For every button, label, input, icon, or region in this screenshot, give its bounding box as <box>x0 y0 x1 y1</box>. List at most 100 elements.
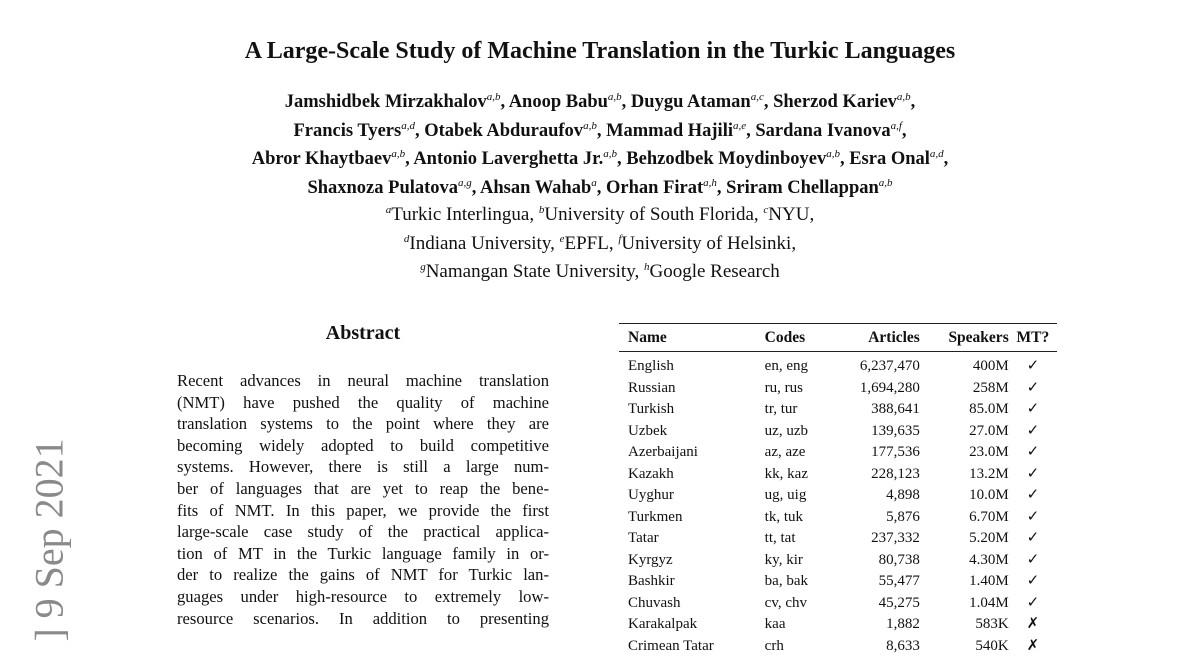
cell-articles: 388,641 <box>871 401 920 417</box>
cell-codes: cv, chv <box>764 594 808 611</box>
cell-mt: ✓ <box>1026 551 1040 568</box>
affiliation-mark: g <box>420 261 426 273</box>
affiliation-mark: d <box>403 232 410 245</box>
cell-mt: ✓ <box>1026 573 1040 589</box>
cell-mt: ✗ <box>1026 616 1040 632</box>
table-row: Tatar tt, tat 237,332 5.20M ✓ <box>619 528 1057 550</box>
table-row: Uyghur ug, uig 4,898 10.0M ✓ <box>619 485 1057 507</box>
cell-name: Uyghur <box>628 487 674 503</box>
cell-articles: 6,237,470 <box>859 358 920 374</box>
affiliation-name: University of South Florida <box>544 204 754 225</box>
cell-codes: kk, kaz <box>764 465 808 482</box>
cell-mt: ✓ <box>1026 358 1040 374</box>
abstract-line: resource scenarios. In addition to prese… <box>177 608 549 628</box>
abstract-line: ber of languages that are yet to reap th… <box>177 478 549 498</box>
cell-speakers: 10.0M <box>969 487 1009 503</box>
table-row: Uzbek uz, uzb 139,635 27.0M ✓ <box>619 421 1057 443</box>
abstract-line: translation systems to the point where t… <box>177 414 549 434</box>
header-mt: MT? <box>1016 329 1050 346</box>
author-affiliation-marks: a,h <box>703 176 717 189</box>
affiliations: aTurkic Interlingua, bUniversity of Sout… <box>0 201 1200 287</box>
affiliation-name: University of Helsinki <box>621 232 792 254</box>
table-row: Bashkir ba, bak 55,477 1.40M ✓ <box>619 571 1057 593</box>
affiliation-mark: b <box>538 204 545 216</box>
cell-speakers: 540K <box>975 637 1009 654</box>
cell-mt: ✓ <box>1026 444 1040 460</box>
cell-speakers: 85.0M <box>969 401 1009 417</box>
cell-name: Crimean Tatar <box>628 637 714 654</box>
abstract-line: systems. However, there is still a large… <box>177 457 549 477</box>
cell-codes: ky, kir <box>764 551 803 568</box>
affiliation-name: NYU <box>768 204 810 225</box>
cell-name: English <box>628 358 674 374</box>
author-name: Abror Khaytbaev <box>251 149 392 169</box>
cell-mt: ✓ <box>1026 401 1040 417</box>
cell-speakers: 4.30M <box>969 551 1009 568</box>
cell-name: Turkmen <box>628 508 683 525</box>
author-affiliation-marks: a,b <box>603 148 618 160</box>
cell-articles: 228,123 <box>871 465 920 482</box>
affiliation-mark: f <box>618 232 622 245</box>
affiliation-mark: a <box>385 204 392 216</box>
author-name: Esra Onal <box>849 149 930 169</box>
cell-name: Turkish <box>628 401 675 417</box>
author-affiliation-marks: a,d <box>929 148 944 160</box>
cell-articles: 1,882 <box>886 616 920 632</box>
cell-codes: tk, tuk <box>764 508 804 525</box>
author-affiliation-marks: a,g <box>458 176 472 189</box>
table-row: Azerbaijani az, aze 177,536 23.0M ✓ <box>619 442 1057 464</box>
cell-codes: tr, tur <box>764 401 798 417</box>
cell-name: Tatar <box>628 530 659 546</box>
header-name: Name <box>628 329 667 346</box>
affiliation-name: Namangan State University <box>425 261 635 282</box>
cell-name: Karakalpak <box>628 616 698 632</box>
table-row: Chuvash cv, chv 45,275 1.04M ✓ <box>619 593 1057 615</box>
table-row: Turkish tr, tur 388,641 85.0M ✓ <box>619 399 1057 421</box>
cell-codes: en, eng <box>764 358 808 374</box>
author-name: Duygu Ataman <box>630 92 751 112</box>
arxiv-stamp: ] 9 Sep 2021 <box>24 420 74 660</box>
abstract-heading: Abstract <box>325 322 401 344</box>
cell-mt: ✓ <box>1026 508 1040 525</box>
header-speakers: Speakers <box>948 329 1009 346</box>
cell-codes: ru, rus <box>764 379 803 396</box>
table-row: Karakalpak kaa 1,882 583K ✗ <box>619 614 1057 636</box>
abstract-line: (NMT) have pushed the quality of machine <box>177 392 549 412</box>
affiliation-line: dIndiana University, eEPFL, fUniversity … <box>403 232 797 254</box>
cell-name: Kyrgyz <box>628 551 673 568</box>
cell-name: Russian <box>628 379 676 396</box>
author-name: Mammad Hajili <box>606 120 733 141</box>
author-name: Anoop Babu <box>508 92 608 112</box>
cell-mt: ✓ <box>1026 422 1040 439</box>
cell-articles: 177,536 <box>871 444 920 460</box>
author-affiliation-marks: a,b <box>896 91 911 103</box>
author-list: Jamshidbek Mirzakhalova,b, Anoop Babua,b… <box>0 88 1200 202</box>
affiliation-mark: h <box>643 261 650 273</box>
cell-speakers: 6.70M <box>969 508 1009 525</box>
affiliation-name: Indiana University <box>409 232 551 254</box>
cell-mt: ✓ <box>1026 594 1040 611</box>
author-name: Sriram Chellappan <box>726 177 879 198</box>
author-name: Sardana Ivanova <box>755 120 891 141</box>
cell-articles: 1,694,280 <box>859 379 920 396</box>
affiliation-name: EPFL <box>564 232 609 254</box>
header-articles: Articles <box>868 329 920 346</box>
author-affiliation-marks: a <box>591 176 597 189</box>
header-codes: Codes <box>764 329 806 346</box>
affiliation-mark: e <box>559 232 565 245</box>
abstract-line: large-scale case study of the practical … <box>177 522 549 542</box>
cell-articles: 8,633 <box>886 637 920 654</box>
cell-speakers: 583K <box>975 616 1009 632</box>
author-line: Jamshidbek Mirzakhalova,b, Anoop Babua,b… <box>284 91 916 113</box>
cell-codes: tt, tat <box>764 530 796 546</box>
affiliation-name: Google Research <box>649 261 780 282</box>
cell-articles: 5,876 <box>886 508 920 525</box>
cell-mt: ✓ <box>1026 465 1040 482</box>
cell-mt: ✗ <box>1026 637 1040 654</box>
cell-articles: 237,332 <box>871 530 920 546</box>
author-name: Francis Tyers <box>293 120 402 141</box>
cell-articles: 4,898 <box>886 487 920 503</box>
cell-codes: ug, uig <box>764 487 807 503</box>
cell-articles: 139,635 <box>871 422 920 439</box>
author-affiliation-marks: a,f <box>890 119 902 132</box>
